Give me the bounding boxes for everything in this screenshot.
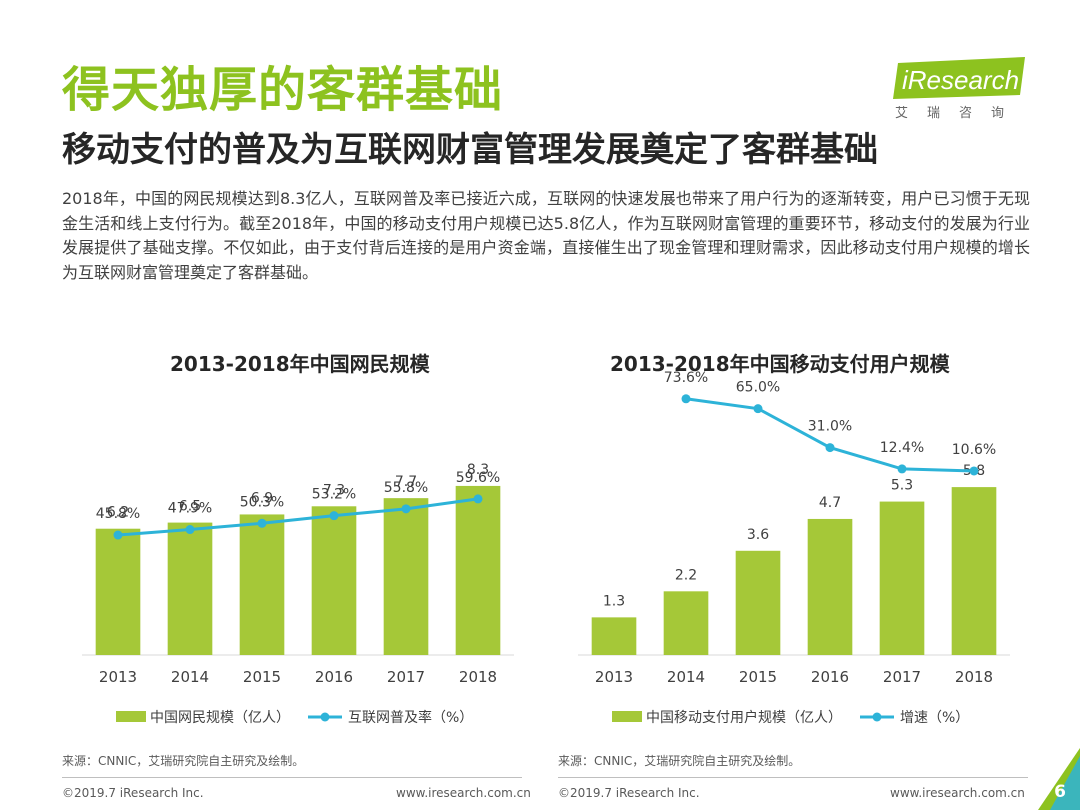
chart1-title: 2013-2018年中国网民规模 bbox=[170, 352, 430, 376]
chart2-x-tick-2014: 2014 bbox=[667, 668, 705, 686]
chart2-line-label-2014: 73.6% bbox=[664, 370, 708, 386]
chart1-line-point-2016 bbox=[329, 511, 339, 521]
chart1-line-point-2014 bbox=[185, 525, 195, 535]
chart2-line-point-2014 bbox=[681, 394, 691, 404]
chart1-bar-2015 bbox=[239, 514, 285, 655]
chart1-line-label-2014: 47.9% bbox=[168, 501, 212, 517]
chart2-line-point-2016 bbox=[825, 443, 835, 453]
footer-copyright-left: ©2019.7 iResearch Inc. bbox=[62, 786, 204, 800]
chart1-bar-2018 bbox=[455, 485, 501, 655]
footer-divider-left bbox=[62, 777, 522, 778]
chart1-bar-2016 bbox=[311, 506, 357, 655]
footer-url-right[interactable]: www.iresearch.com.cn bbox=[890, 786, 1025, 800]
chart1-legend-bar-label: 中国网民规模（亿人） bbox=[150, 710, 290, 726]
chart1-bar-label-2013: 6.2 bbox=[107, 505, 129, 521]
chart1-line-label-2013: 45.8% bbox=[96, 506, 140, 522]
chart2-x-tick-2018: 2018 bbox=[955, 668, 993, 686]
chart2-line-point-2015 bbox=[753, 404, 763, 414]
chart2-x-tick-2013: 2013 bbox=[595, 668, 633, 686]
chart2-x-tick-2015: 2015 bbox=[739, 668, 777, 686]
chart1-legend-line-marker bbox=[320, 712, 330, 722]
chart2-line-label-2016: 31.0% bbox=[808, 419, 852, 435]
chart1-line-label-2017: 55.8% bbox=[384, 480, 428, 496]
chart1-line-point-2018 bbox=[473, 494, 483, 504]
chart1-line bbox=[117, 497, 479, 537]
chart1-x-tick-2013: 2013 bbox=[99, 668, 137, 686]
chart1-bar-label-2018: 8.3 bbox=[467, 462, 489, 478]
chart2-line-point-2017 bbox=[897, 464, 907, 474]
chart2-x-tick-2017: 2017 bbox=[883, 668, 921, 686]
logo-brand: iResearch bbox=[902, 65, 1019, 95]
chart2-bar-2016 bbox=[807, 518, 853, 655]
iresearch-logo: iResearch bbox=[888, 55, 1028, 125]
body-paragraph: 2018年，中国的网民规模达到8.3亿人，互联网普及率已接近六成，互联网的快速发… bbox=[62, 189, 1030, 282]
chart1-line-label-2018: 59.6% bbox=[456, 470, 500, 486]
chart1-legend-line-label: 互联网普及率（%） bbox=[348, 709, 473, 726]
chart2-line-label-2017: 12.4% bbox=[880, 440, 924, 456]
chart1-x-tick-2014: 2014 bbox=[171, 668, 209, 686]
chart1-line-point-2017 bbox=[401, 504, 411, 514]
chart2-bar-label-2013: 1.3 bbox=[603, 593, 625, 609]
chart2-source: 来源：CNNIC，艾瑞研究院自主研究及绘制。 bbox=[558, 754, 801, 768]
chart2-line-point-2018 bbox=[969, 466, 979, 476]
chart2-title: 2013-2018年中国移动支付用户规模 bbox=[610, 352, 950, 376]
chart1-line-point-2015 bbox=[257, 518, 267, 528]
chart1-line-label-2016: 53.2% bbox=[312, 487, 356, 503]
chart2-line-label-2018: 10.6% bbox=[952, 442, 996, 458]
page-number: 6 bbox=[1054, 782, 1066, 802]
chart1-x-tick-2016: 2016 bbox=[315, 668, 353, 686]
chart2-legend: 中国移动支付用户规模（亿人） 增速（%） bbox=[612, 709, 969, 726]
chart2-line-label-2015: 65.0% bbox=[736, 380, 780, 396]
chart1-source: 来源：CNNIC，艾瑞研究院自主研究及绘制。 bbox=[62, 754, 305, 768]
chart2-bar-label-2015: 3.6 bbox=[747, 527, 769, 543]
chart1-bar-label-2017: 7.7 bbox=[395, 474, 417, 490]
chart2-bar-2015 bbox=[735, 550, 781, 655]
chart1-bar-label-2016: 7.3 bbox=[323, 482, 345, 498]
logo-tagline: 艾瑞咨询 bbox=[895, 106, 1024, 121]
chart1-line-point-2013 bbox=[113, 530, 123, 540]
chart1-bar-2013 bbox=[95, 528, 141, 655]
chart1-x-tick-2018: 2018 bbox=[459, 668, 497, 686]
page-subtitle: 移动支付的普及为互联网财富管理发展奠定了客群基础 bbox=[62, 130, 878, 170]
chart2-bar-2014 bbox=[663, 591, 709, 655]
chart2-bar-label-2014: 2.2 bbox=[675, 567, 697, 583]
chart1-line-label-2015: 50.3% bbox=[240, 494, 284, 510]
chart1-bar-2017 bbox=[383, 498, 429, 655]
footer-copyright-right: ©2019.7 iResearch Inc. bbox=[558, 786, 700, 800]
chart2-x-tick-2016: 2016 bbox=[811, 668, 849, 686]
chart2-bar-2017 bbox=[879, 501, 925, 655]
chart1-legend-bar-swatch bbox=[116, 711, 146, 722]
chart2-bar-2018 bbox=[951, 487, 997, 655]
chart1-bar-2014 bbox=[167, 522, 213, 655]
chart1-bar-label-2015: 6.9 bbox=[251, 490, 273, 506]
chart2-line bbox=[685, 397, 975, 473]
chart-mobile-payment: 1.320132.220143.620154.720165.320175.820… bbox=[578, 370, 1010, 726]
chart1-bar-label-2014: 6.5 bbox=[179, 499, 201, 515]
chart2-legend-bar-swatch bbox=[612, 711, 642, 722]
page-title: 得天独厚的客群基础 bbox=[62, 62, 504, 118]
chart1-legend: 中国网民规模（亿人） 互联网普及率（%） bbox=[116, 709, 473, 726]
chart1-x-tick-2015: 2015 bbox=[243, 668, 281, 686]
chart2-legend-line-label: 增速（%） bbox=[900, 710, 969, 726]
chart-netizens: 6.2 2013 6.5 2014 6.9 2015 7.3 2016 7.7 2017 8.3 20… bbox=[82, 462, 514, 726]
chart1-x-tick-2017: 2017 bbox=[387, 668, 425, 686]
footer-divider-right bbox=[558, 777, 1028, 778]
chart2-bar-label-2016: 4.7 bbox=[819, 495, 841, 511]
chart2-legend-line-marker bbox=[872, 712, 882, 722]
chart2-legend-bar-label: 中国移动支付用户规模（亿人） bbox=[646, 709, 842, 726]
footer-url-left[interactable]: www.iresearch.com.cn bbox=[396, 786, 531, 800]
chart2-bar-label-2017: 5.3 bbox=[891, 478, 913, 494]
chart2-bar-2013 bbox=[591, 617, 637, 655]
corner-decoration bbox=[1038, 748, 1080, 810]
